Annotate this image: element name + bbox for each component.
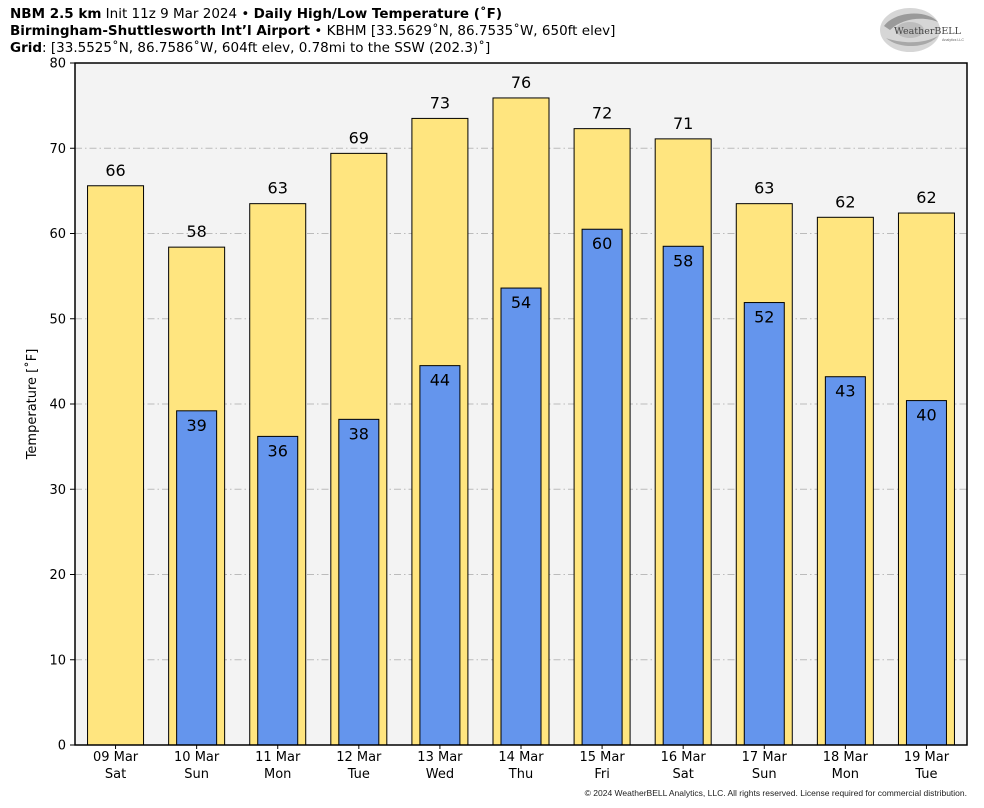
x-tick-day: Fri [594,767,610,782]
x-tick-date: 19 Mar [904,750,950,765]
low-bar [338,418,380,746]
low-bar [176,410,218,746]
high-value-label: 71 [673,114,693,133]
y-tick-label: 0 [58,739,66,754]
low-bar [581,228,623,746]
high-value-label: 63 [268,179,288,198]
header-line-3: Grid: [33.5525˚N, 86.7586˚W, 604ft elev,… [10,40,490,57]
high-bar [87,185,145,746]
copyright-notice: © 2024 WeatherBELL Analytics, LLC. All r… [584,788,967,798]
x-tick-day: Mon [264,767,291,782]
low-value-label: 40 [916,406,936,425]
logo-text: WeatherBELL [894,26,962,37]
low-bar [662,245,704,746]
header-line-2: Birmingham-Shuttlesworth Int’l Airport •… [10,23,615,40]
low-value-label: 39 [186,416,206,435]
grid-info: : [33.5525˚N, 86.7586˚W, 604ft elev, 0.7… [42,40,491,56]
y-tick-label: 50 [49,312,66,327]
x-tick-date: 09 Mar [93,750,139,765]
x-tick-day: Wed [426,767,454,782]
x-tick-date: 13 Mar [417,750,463,765]
x-tick-date: 16 Mar [661,750,707,765]
low-value-label: 52 [754,308,774,327]
x-tick-day: Sun [752,767,777,782]
x-tick-day: Tue [914,767,937,782]
y-tick-label: 60 [49,227,66,242]
grid-label: Grid [10,40,43,56]
x-tick-date: 12 Mar [336,750,382,765]
axes [70,62,968,749]
y-tick-label: 80 [49,57,66,72]
low-value-label: 36 [268,441,288,460]
high-value-label: 58 [186,222,206,241]
x-tick-date: 18 Mar [823,750,869,765]
init-time: Init 11z 9 Mar 2024 • [101,6,254,22]
y-tick-label: 30 [49,483,66,498]
x-tick-day: Mon [832,767,859,782]
low-value-label: 54 [511,293,531,312]
high-value-label: 69 [349,128,369,147]
labels: 66 09 Mar Sat 58 39 10 Mar Sun 63 36 11 Mar Mon 69 3… [24,57,950,783]
logo-subtext: Analytics LLC [942,38,964,42]
x-tick-date: 14 Mar [498,750,544,765]
station-name: Birmingham-Shuttlesworth Int’l Airport [10,23,311,39]
bars [87,97,955,746]
station-coords: • KBHM [33.5629˚N, 86.7535˚W, 650ft elev… [310,23,616,39]
y-axis-label: Temperature [˚F] [24,349,40,461]
high-value-label: 73 [430,93,450,112]
high-value-label: 76 [511,73,531,92]
y-tick-label: 70 [49,142,66,157]
low-value-label: 43 [835,382,855,401]
x-tick-date: 10 Mar [174,750,220,765]
x-tick-date: 11 Mar [255,750,301,765]
y-tick-label: 10 [49,653,66,668]
high-value-label: 72 [592,104,612,123]
x-tick-date: 17 Mar [742,750,788,765]
logo-swirl-icon [880,8,940,52]
y-tick-label: 20 [49,568,66,583]
high-value-label: 66 [105,161,125,180]
low-bar [824,376,866,746]
x-tick-day: Sat [673,767,694,782]
high-value-label: 62 [916,188,936,207]
low-bar [500,287,542,746]
low-bar [419,365,461,746]
low-bar [905,400,947,746]
high-value-label: 62 [835,192,855,211]
header-line-1: NBM 2.5 km Init 11z 9 Mar 2024 • Daily H… [10,6,502,23]
low-value-label: 60 [592,234,612,253]
low-bar [257,435,299,746]
low-value-label: 38 [349,424,369,443]
x-tick-day: Sun [184,767,209,782]
x-tick-day: Thu [508,767,533,782]
low-bar [743,302,785,746]
y-tick-label: 40 [49,398,66,413]
chart-title: Daily High/Low Temperature (˚F) [253,6,503,22]
x-tick-day: Sat [105,767,126,782]
model-name: NBM 2.5 km [10,6,102,22]
weatherbell-logo: WeatherBELL Analytics LLC [880,8,964,52]
low-value-label: 44 [430,371,450,390]
low-value-label: 58 [673,251,693,270]
high-value-label: 63 [754,179,774,198]
x-tick-date: 15 Mar [579,750,625,765]
x-tick-day: Tue [347,767,370,782]
